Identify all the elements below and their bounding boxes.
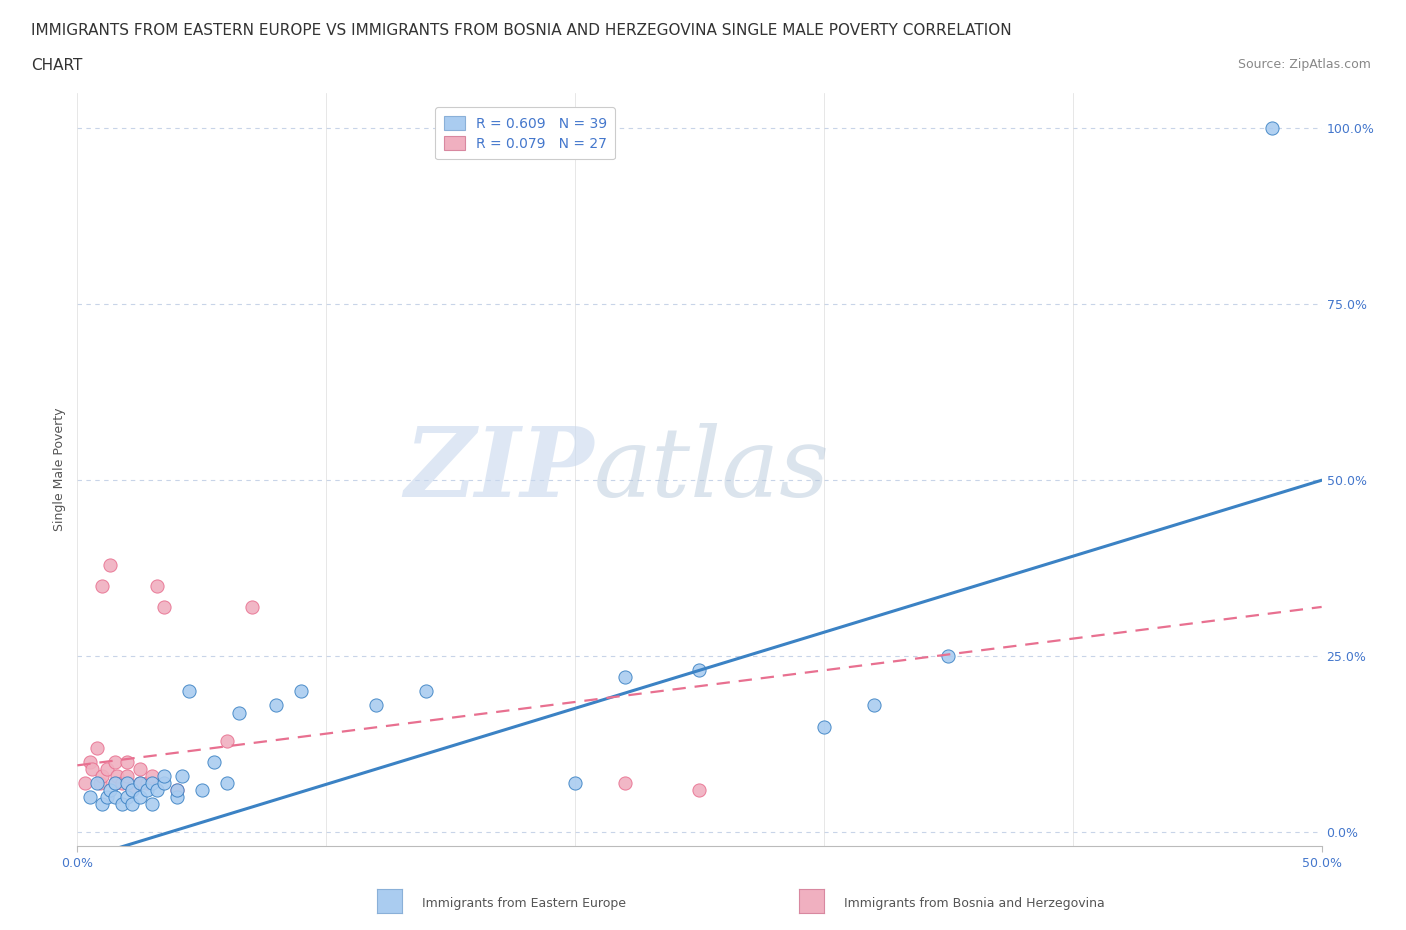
Point [689, 663, 711, 678]
Point [121, 797, 143, 812]
Text: atlas: atlas [593, 422, 830, 517]
Point [79, 754, 101, 769]
Point [86, 776, 108, 790]
Point [564, 776, 586, 790]
Point [813, 719, 835, 734]
Text: CHART: CHART [31, 58, 83, 73]
Point [938, 649, 960, 664]
Point [141, 768, 163, 783]
Text: ZIP: ZIP [404, 422, 593, 517]
Point [166, 782, 188, 797]
Point [104, 754, 127, 769]
Point [98, 782, 121, 797]
Point [179, 684, 201, 698]
Point [689, 782, 711, 797]
Point [862, 698, 884, 713]
Text: IMMIGRANTS FROM EASTERN EUROPE VS IMMIGRANTS FROM BOSNIA AND HERZEGOVINA SINGLE : IMMIGRANTS FROM EASTERN EUROPE VS IMMIGR… [31, 23, 1011, 38]
Y-axis label: Single Male Poverty: Single Male Poverty [53, 408, 66, 531]
Point [266, 698, 288, 713]
Point [73, 776, 96, 790]
Point [128, 790, 150, 804]
Point [613, 670, 636, 684]
Point [170, 768, 193, 783]
Point [146, 578, 169, 593]
Point [364, 698, 387, 713]
Text: Immigrants from Eastern Europe: Immigrants from Eastern Europe [422, 897, 626, 910]
Point [215, 776, 238, 790]
Point [98, 557, 121, 572]
Point [141, 776, 163, 790]
Point [290, 684, 312, 698]
Point [121, 782, 143, 797]
Point [96, 762, 118, 777]
Point [121, 782, 143, 797]
Point [415, 684, 437, 698]
Point [115, 776, 138, 790]
Point [91, 797, 114, 812]
Point [240, 600, 263, 615]
Point [191, 782, 214, 797]
Text: Source: ZipAtlas.com: Source: ZipAtlas.com [1237, 58, 1371, 71]
Point [1261, 121, 1284, 136]
Point [128, 776, 150, 790]
Point [91, 578, 114, 593]
Point [105, 768, 128, 783]
Point [104, 790, 127, 804]
Point [115, 754, 138, 769]
Point [153, 768, 176, 783]
Text: Immigrants from Bosnia and Herzegovina: Immigrants from Bosnia and Herzegovina [844, 897, 1104, 910]
Point [91, 768, 114, 783]
Point [115, 768, 138, 783]
Point [86, 740, 108, 755]
Point [104, 776, 127, 790]
Point [89, 776, 111, 790]
Point [166, 790, 188, 804]
Point [128, 762, 150, 777]
Legend: R = 0.609   N = 39, R = 0.079   N = 27: R = 0.609 N = 39, R = 0.079 N = 27 [436, 108, 616, 159]
Point [146, 782, 169, 797]
Point [111, 776, 134, 790]
Point [153, 776, 176, 790]
Point [153, 600, 176, 615]
Point [136, 782, 159, 797]
Point [96, 790, 118, 804]
Point [79, 790, 101, 804]
Point [215, 733, 238, 748]
Point [613, 776, 636, 790]
Point [136, 776, 159, 790]
Point [141, 797, 163, 812]
Point [128, 776, 150, 790]
Point [111, 797, 134, 812]
Point [202, 754, 225, 769]
Point [104, 776, 127, 790]
Point [166, 782, 188, 797]
Point [228, 705, 250, 720]
Point [115, 790, 138, 804]
Point [82, 762, 104, 777]
